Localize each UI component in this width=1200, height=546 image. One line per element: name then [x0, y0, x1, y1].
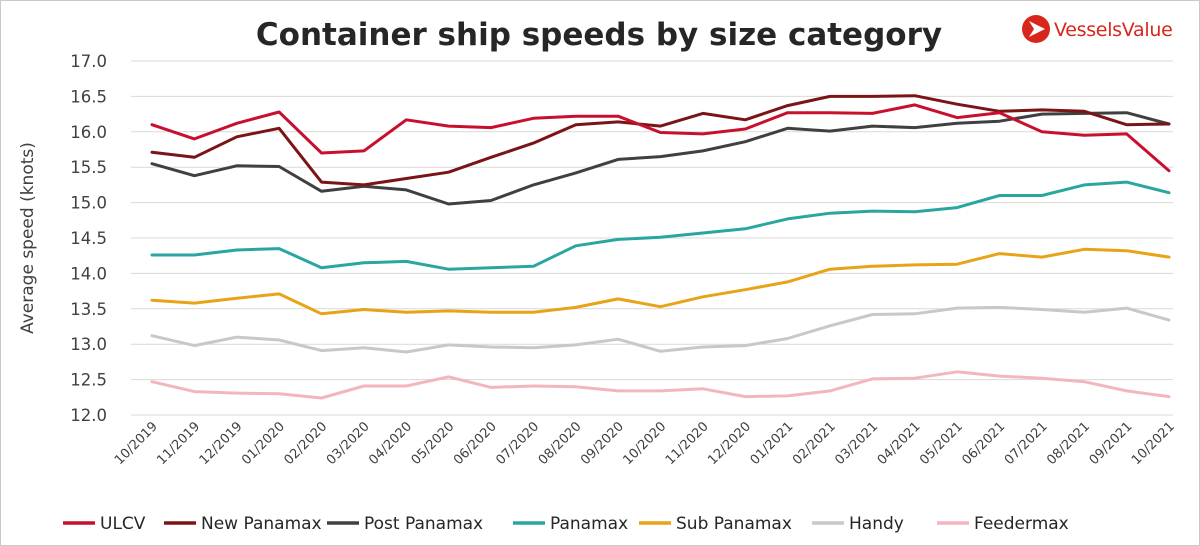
x-tick-label: 11/2019 — [154, 419, 203, 468]
series-line-feedermax — [150, 370, 1171, 400]
y-tick-label: 15.0 — [70, 194, 107, 213]
x-tick-label: 12/2019 — [197, 419, 246, 468]
series-line-new-panamax — [150, 94, 1171, 187]
x-axis-ticks: 10/201911/201912/201901/202002/202003/20… — [112, 419, 1178, 468]
x-tick-label: 09/2021 — [1087, 419, 1136, 468]
series-line-handy — [150, 305, 1171, 354]
x-tick-label: 04/2020 — [366, 419, 415, 468]
y-tick-label: 16.0 — [70, 123, 107, 142]
x-tick-label: 06/2021 — [960, 419, 1009, 468]
x-tick-label: 09/2020 — [578, 419, 627, 468]
x-tick-label: 12/2020 — [705, 419, 754, 468]
legend-label-panamax: Panamax — [550, 514, 628, 534]
series-line-post-panamax — [150, 111, 1171, 206]
x-tick-label: 08/2021 — [1044, 419, 1093, 468]
legend-label-ulcv: ULCV — [100, 514, 146, 534]
y-tick-label: 12.5 — [70, 371, 107, 390]
x-tick-label: 04/2021 — [875, 419, 924, 468]
legend: ULCV New Panamax Post Panamax Panamax Sub Pa… — [63, 514, 1069, 534]
legend-label-new-panamax: New Panamax — [201, 514, 322, 534]
x-tick-label: 03/2021 — [832, 419, 881, 468]
brand-name: VesselsValue — [1054, 19, 1172, 41]
y-tick-label: 14.5 — [70, 229, 107, 248]
y-tick-label: 14.0 — [70, 264, 107, 283]
x-tick-label: 10/2020 — [621, 419, 670, 468]
series-line-panamax — [150, 180, 1171, 271]
x-tick-label: 05/2021 — [917, 419, 966, 468]
y-axis-ticks: 17.0 16.5 16.0 15.5 15.0 14.5 14.0 13.5 13.0 12.5… — [70, 52, 107, 425]
vesselsvalue-logo: VesselsValue — [1022, 15, 1173, 43]
series-line-ulcv — [150, 103, 1171, 173]
x-tick-label: 01/2020 — [239, 419, 288, 468]
y-tick-label: 12.0 — [70, 406, 107, 425]
x-tick-label: 10/2019 — [112, 419, 161, 468]
legend-label-sub-panamax: Sub Panamax — [676, 514, 792, 534]
legend-label-post-panamax: Post Panamax — [364, 514, 483, 534]
y-tick-label: 13.5 — [70, 300, 107, 319]
logo-arrow-shape — [1029, 21, 1045, 37]
legend-label-handy: Handy — [849, 514, 904, 534]
x-tick-label: 06/2020 — [451, 419, 500, 468]
chart-title: Container ship speeds by size category — [256, 17, 942, 53]
grid-layer — [131, 60, 1173, 416]
x-tick-label: 03/2020 — [324, 419, 373, 468]
y-axis-label: Average speed (knots) — [18, 142, 38, 334]
y-tick-label: 13.0 — [70, 335, 107, 354]
x-tick-label: 08/2020 — [536, 419, 585, 468]
x-tick-label: 11/2020 — [663, 419, 712, 468]
series-line-sub-panamax — [150, 247, 1171, 316]
series-layer — [150, 94, 1171, 400]
x-tick-label: 05/2020 — [409, 419, 458, 468]
y-tick-label: 16.5 — [70, 87, 107, 106]
y-tick-label: 17.0 — [70, 52, 107, 71]
y-tick-label: 15.5 — [70, 158, 107, 177]
legend-label-feedermax: Feedermax — [974, 514, 1069, 534]
x-tick-label: 07/2020 — [493, 419, 542, 468]
x-tick-label: 02/2021 — [790, 419, 839, 468]
x-tick-label: 07/2021 — [1002, 419, 1051, 468]
x-tick-label: 01/2021 — [748, 419, 797, 468]
x-tick-label: 10/2021 — [1129, 419, 1178, 468]
x-tick-label: 02/2020 — [282, 419, 331, 468]
